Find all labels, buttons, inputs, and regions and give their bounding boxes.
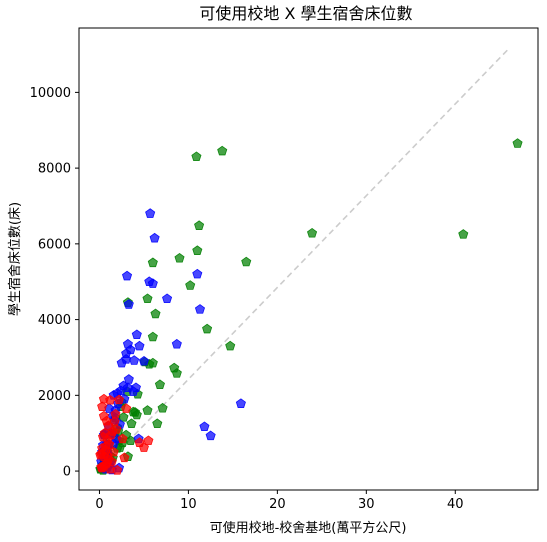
data-point <box>225 340 236 351</box>
data-point <box>241 256 252 267</box>
data-point <box>235 398 246 408</box>
data-point <box>142 293 153 304</box>
data-point <box>154 379 165 390</box>
data-point <box>131 329 142 340</box>
data-point <box>130 407 141 417</box>
data-point <box>116 357 127 368</box>
y-tick-label: 8000 <box>38 162 71 177</box>
data-point <box>134 437 145 447</box>
data-point <box>147 257 158 268</box>
data-point <box>142 405 153 415</box>
chart-title: 可使用校地 X 學生宿舍床位數 <box>199 4 412 23</box>
y-axis-label: 學生宿舍床位數(床) <box>7 202 23 316</box>
data-point <box>192 245 203 255</box>
data-point <box>152 418 163 429</box>
data-point <box>117 433 128 444</box>
data-point <box>121 403 132 413</box>
plot-frame <box>78 27 539 491</box>
x-tick-label: 40 <box>447 497 464 512</box>
series-2 <box>95 393 154 475</box>
data-point <box>105 394 116 405</box>
data-point <box>205 430 216 441</box>
y-tick-label: 4000 <box>38 313 71 328</box>
data-point <box>149 232 160 243</box>
data-point <box>123 374 134 384</box>
plot-area <box>95 48 523 475</box>
data-point <box>102 450 113 461</box>
x-axis-label: 可使用校地-校舍基地(萬平方公尺) <box>210 520 407 536</box>
data-point <box>157 402 168 413</box>
y-tick-label: 0 <box>63 465 71 480</box>
y-axis: 0 2000 4000 6000 8000 10000 <box>30 86 79 480</box>
data-point <box>128 386 139 396</box>
data-point <box>118 411 129 422</box>
x-tick-label: 20 <box>269 497 286 512</box>
data-point <box>121 270 133 281</box>
data-point <box>147 278 158 288</box>
data-point <box>119 452 130 463</box>
data-point <box>194 304 206 314</box>
data-point <box>138 355 149 366</box>
data-point <box>199 421 210 432</box>
data-point <box>162 293 173 304</box>
x-tick-label: 10 <box>180 497 197 512</box>
data-point <box>105 463 116 474</box>
data-point <box>191 151 202 162</box>
y-tick-label: 6000 <box>38 237 71 252</box>
x-tick-label: 30 <box>358 497 375 512</box>
data-point <box>98 410 109 421</box>
data-point <box>134 340 145 351</box>
data-point <box>194 220 205 230</box>
data-point <box>217 145 228 156</box>
data-point <box>111 424 122 434</box>
data-point <box>129 355 140 365</box>
data-point <box>147 331 158 342</box>
data-point <box>97 401 108 411</box>
trend-line <box>98 48 510 472</box>
data-point <box>109 416 120 427</box>
data-point <box>171 368 182 378</box>
data-point <box>145 208 156 218</box>
data-point <box>150 308 161 319</box>
data-point <box>202 323 213 334</box>
y-tick-label: 2000 <box>38 389 71 404</box>
data-point <box>185 280 196 290</box>
data-point <box>143 435 154 446</box>
data-point <box>123 299 134 309</box>
data-point <box>112 465 123 475</box>
series-0 <box>95 138 523 475</box>
data-point <box>126 418 137 429</box>
data-point <box>458 229 469 239</box>
data-point <box>96 461 107 472</box>
x-axis: 0 10 20 30 40 <box>95 490 464 512</box>
data-point <box>174 252 185 263</box>
data-point <box>147 357 158 368</box>
data-point <box>113 394 125 405</box>
data-point <box>307 227 318 238</box>
data-point <box>192 268 203 279</box>
y-tick-label: 10000 <box>30 86 71 101</box>
data-point <box>100 441 111 451</box>
data-point <box>171 338 182 349</box>
data-point <box>512 138 523 148</box>
x-tick-label: 0 <box>95 497 103 512</box>
